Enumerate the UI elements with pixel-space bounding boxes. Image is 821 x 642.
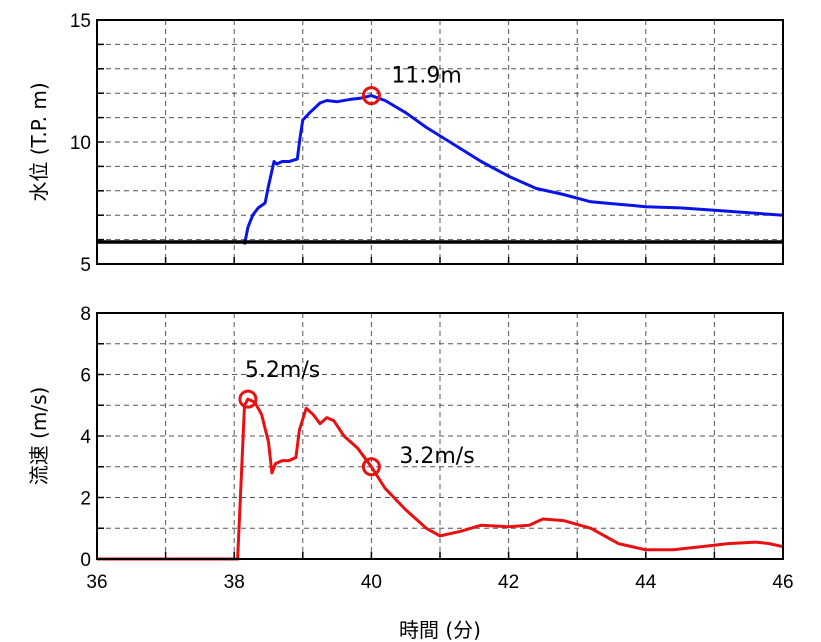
y-tick-label: 4 (80, 427, 91, 448)
x-tick-label: 44 (635, 572, 657, 593)
water-level-ticks: 5 10 15 (70, 11, 716, 276)
flow-velocity-annotations: 5.2m/s 3.2m/s (238, 358, 475, 477)
water-level-chart: 5 10 15 11.9m 水位 (T.P. m) (27, 11, 784, 276)
annotation-label: 5.2m/s (245, 358, 320, 383)
y-tick-label: 5 (80, 255, 91, 276)
time-axis-title: 時間 (分) (399, 618, 481, 642)
x-tick-label: 36 (86, 572, 107, 593)
annotation-label: 11.9m (391, 64, 461, 89)
water-level-annotations: 11.9m (361, 64, 462, 106)
flow-velocity-axis-title: 流速 (m/s) (27, 387, 51, 486)
x-tick-label: 38 (224, 572, 245, 593)
annotation-label: 3.2m/s (399, 444, 474, 469)
y-tick-label: 0 (80, 550, 91, 571)
y-tick-label: 8 (80, 304, 91, 325)
y-tick-label: 15 (70, 11, 91, 32)
y-tick-label: 2 (80, 489, 91, 510)
flow-velocity-grid (97, 313, 783, 559)
water-level-grid (97, 20, 783, 264)
x-tick-label: 46 (772, 572, 793, 593)
annotation-marker (361, 86, 381, 106)
x-tick-label: 42 (498, 572, 519, 593)
flow-velocity-plot-frame (96, 312, 784, 560)
series-line (243, 94, 784, 245)
water-level-axis-title: 水位 (T.P. m) (27, 82, 51, 201)
water-level-plot-frame (96, 19, 784, 265)
y-tick-label: 10 (70, 133, 91, 154)
series-line (97, 397, 784, 561)
y-tick-label: 6 (80, 366, 91, 387)
annotation-marker (361, 457, 381, 477)
annotation-marker (238, 389, 258, 409)
flow-velocity-series (97, 397, 784, 561)
x-tick-label: 40 (361, 572, 382, 593)
water-level-series (97, 94, 784, 245)
